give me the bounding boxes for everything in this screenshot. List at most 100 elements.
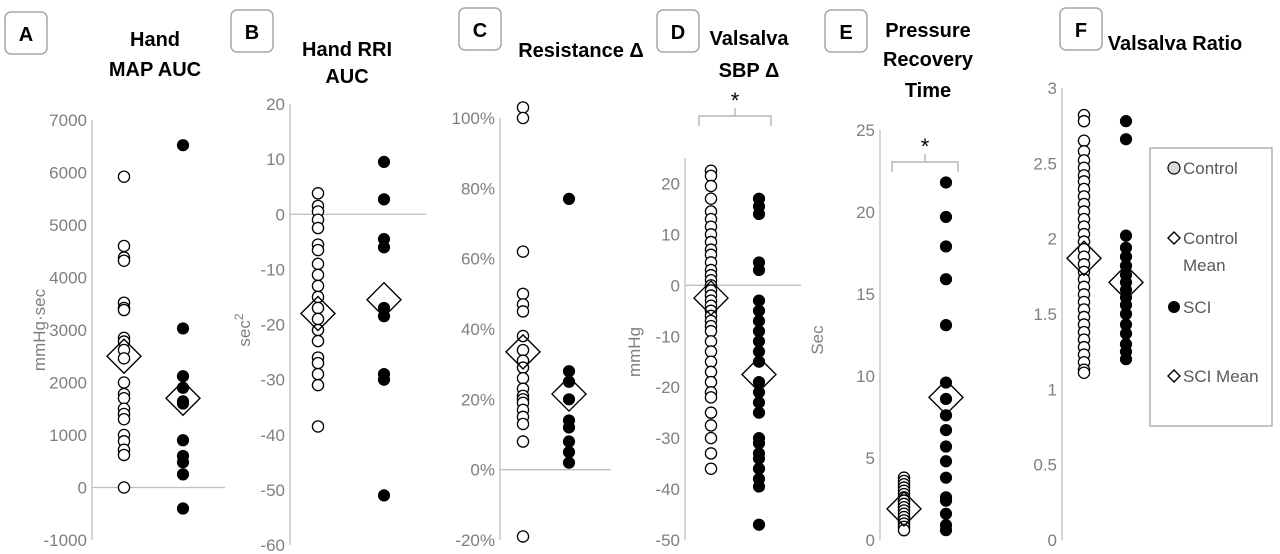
control-point — [704, 169, 718, 183]
panel-title: Recovery — [883, 49, 974, 71]
y-tick-label: 100% — [452, 109, 495, 128]
control-point — [1077, 114, 1091, 128]
y-axis-label-superscript: 2 — [232, 313, 246, 320]
panel-b: B Hand RRI AUC -60 -50 -40 -30 -20 -10 0 10 20 sec2 — [230, 9, 426, 554]
control-point — [1077, 134, 1091, 147]
sci-mean-marker — [928, 379, 964, 416]
y-tick-label: 6000 — [49, 164, 87, 183]
panel-f: F Valsalva Ratio 0 0.5 1 1.5 2 2.5 3 — [1033, 7, 1242, 550]
y-tick-label: 0 — [1048, 531, 1057, 550]
panel-d: D Valsalva SBP Δ -50 -40 -30 -20 -10 0 10 20 mmHg * — [625, 9, 801, 550]
sci-point — [752, 314, 766, 328]
sci-point — [562, 365, 576, 378]
panel-title: Valsalva — [710, 28, 790, 50]
sci-point — [939, 273, 953, 286]
sci-point — [176, 397, 190, 410]
sci-point — [752, 207, 766, 221]
sci-point — [176, 381, 190, 394]
y-tick-label: -30 — [655, 429, 680, 448]
panel-title: MAP AUC — [109, 59, 201, 81]
sci-point — [939, 240, 953, 253]
y-tick-label: 0 — [866, 531, 875, 550]
sci-mean-marker — [366, 281, 402, 318]
significance-star: * — [731, 88, 740, 113]
sci-point — [939, 376, 953, 389]
control-point — [311, 312, 325, 326]
panel-title: SBP Δ — [719, 60, 780, 82]
control-point — [117, 376, 131, 389]
control-point — [311, 279, 325, 293]
sci-point — [752, 304, 766, 317]
sci-point — [752, 294, 766, 307]
control-point — [704, 431, 718, 445]
control-point — [516, 343, 530, 357]
y-tick-label: -10 — [655, 327, 680, 346]
legend-label: Control — [1183, 159, 1238, 178]
y-tick-label: 20 — [266, 95, 285, 114]
y-tick-label: -10 — [260, 260, 285, 279]
sci-mean-marker — [165, 380, 201, 417]
sci-point — [939, 424, 953, 437]
legend: Control Control Mean SCI SCI Mean — [1149, 147, 1273, 427]
y-axis-label: mmHg — [625, 327, 644, 377]
sci-point — [176, 139, 190, 152]
y-tick-label: -50 — [260, 481, 285, 500]
sci-point — [1119, 133, 1133, 146]
panel-title: Resistance Δ — [518, 40, 644, 62]
sci-point — [752, 462, 766, 475]
y-tick-label: 10 — [661, 225, 680, 244]
y-tick-label: 10 — [856, 367, 875, 386]
panel-title: Hand RRI — [302, 39, 392, 61]
control-point — [516, 417, 530, 431]
sci-point — [939, 507, 953, 520]
y-tick-label: 25 — [856, 121, 875, 140]
panel-label: F — [1075, 20, 1087, 42]
panel-a: A Hand MAP AUC -1000 0 1000 2000 3000 4000 5000 60… — [4, 11, 225, 550]
sci-point — [752, 263, 766, 277]
y-axis-label: sec2 — [232, 313, 254, 346]
control-point — [704, 179, 718, 193]
control-point — [117, 352, 131, 365]
y-tick-label: 20 — [661, 174, 680, 193]
control-mean-marker — [886, 490, 922, 527]
sci-point — [752, 325, 766, 338]
sci-point — [752, 518, 766, 531]
panel-title: Time — [905, 80, 951, 102]
y-tick-label: 4000 — [49, 269, 87, 288]
panel-title: AUC — [325, 66, 368, 88]
control-point — [704, 391, 718, 404]
control-point — [117, 254, 131, 267]
control-point — [704, 355, 718, 368]
sci-point — [1119, 229, 1133, 242]
sci-point — [939, 409, 953, 422]
sci-point — [176, 502, 190, 515]
sci-point — [176, 370, 190, 383]
control-point — [311, 367, 325, 381]
sci-point — [939, 455, 953, 468]
control-point — [311, 243, 325, 257]
legend-mean-marker — [1167, 231, 1181, 245]
y-tick-label: 80% — [461, 179, 495, 198]
sci-point — [562, 393, 576, 406]
sci-point — [752, 452, 766, 465]
control-point — [117, 481, 131, 494]
sci-point — [752, 335, 766, 348]
y-tick-label: -20 — [260, 316, 285, 335]
sci-point — [562, 445, 576, 459]
control-point — [704, 406, 718, 419]
sci-point — [752, 396, 766, 409]
y-tick-label: 5 — [866, 449, 875, 468]
legend-sci-marker — [1168, 301, 1180, 313]
sci-point — [939, 440, 953, 453]
control-mean-marker — [505, 333, 541, 370]
sci-point — [562, 435, 576, 448]
sci-point — [939, 471, 953, 484]
significance-bracket — [698, 108, 772, 126]
sci-point — [562, 421, 576, 434]
y-tick-label: 2 — [1048, 230, 1057, 249]
control-point — [311, 378, 325, 392]
control-point — [516, 287, 530, 301]
y-tick-label: 2.5 — [1033, 154, 1057, 173]
legend-label: SCI — [1183, 298, 1211, 317]
control-point — [516, 101, 530, 114]
